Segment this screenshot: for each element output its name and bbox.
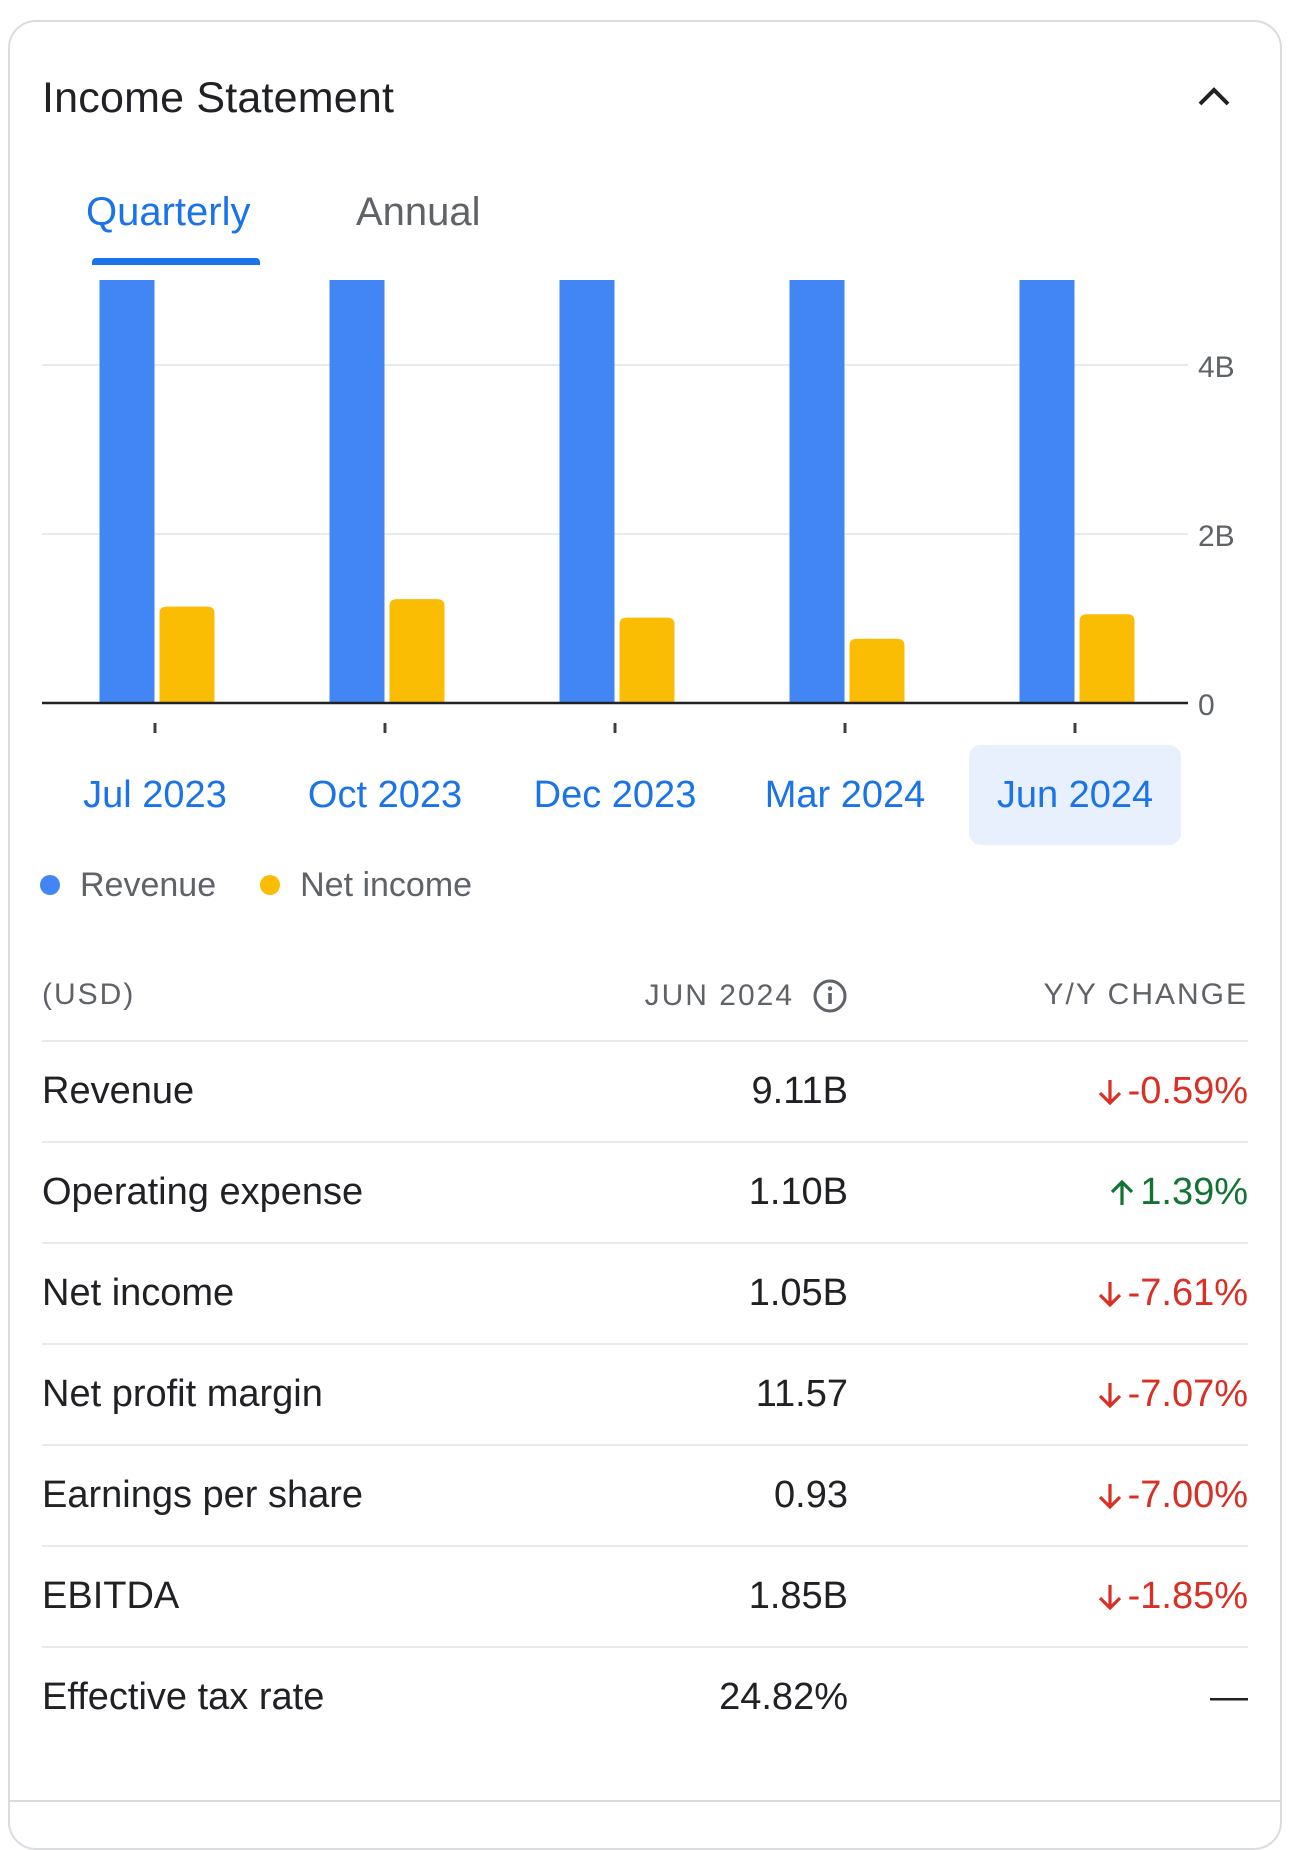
arrow-down-icon: [1096, 1379, 1124, 1411]
arrow-down-icon: [1096, 1480, 1124, 1512]
table-row: Earnings per share 0.93 -7.00%: [42, 1444, 1248, 1545]
y-tick-label: 4B: [1198, 351, 1235, 384]
legend-label: Net income: [300, 865, 473, 904]
metric-value: 9.11B: [751, 1070, 848, 1112]
legend-item-revenue: Revenue: [40, 866, 216, 905]
y-tick-label: 0: [1198, 689, 1215, 722]
metric-label: Earnings per share: [42, 1474, 364, 1516]
net-income-bar: [619, 617, 675, 703]
net-income-dot-icon: [260, 875, 281, 895]
x-category-label[interactable]: Oct 2023: [307, 773, 463, 816]
x-category-label[interactable]: Jul 2023: [83, 773, 227, 816]
yoy-change-value: -7.07%: [1127, 1373, 1248, 1415]
yoy-change-value: -7.61%: [1127, 1272, 1248, 1314]
arrow-down-icon: [1096, 1076, 1124, 1108]
revenue-bar: [329, 280, 385, 703]
metric-value: 1.85B: [748, 1575, 848, 1617]
x-category-label[interactable]: Mar 2024: [764, 773, 926, 816]
info-icon[interactable]: [812, 978, 848, 1014]
net-income-bar: [159, 606, 215, 703]
revenue-bar: [1019, 280, 1075, 703]
arrow-down-icon: [1096, 1278, 1124, 1310]
metric-label: Revenue: [42, 1070, 195, 1112]
chart-legend: Revenue Net income: [40, 862, 516, 908]
metric-value: 24.82%: [719, 1676, 848, 1718]
tab-quarterly[interactable]: Quarterly: [86, 190, 251, 234]
revenue-dot-icon: [40, 875, 60, 895]
yoy-change: —: [1210, 1676, 1248, 1719]
divider: [10, 1800, 1280, 1802]
yoy-change: -1.85%: [1096, 1575, 1248, 1618]
metric-label: EBITDA: [42, 1575, 180, 1617]
legend-label: Revenue: [80, 865, 217, 904]
yoy-change-value: —: [1210, 1676, 1248, 1718]
yoy-change: -0.59%: [1096, 1070, 1248, 1113]
chevron-up-icon: [1196, 84, 1232, 113]
section-title: Income Statement: [42, 74, 395, 122]
metric-label: Net profit margin: [42, 1373, 323, 1415]
metric-value: 1.10B: [748, 1171, 848, 1213]
revenue-bar: [789, 280, 845, 703]
unit-header: (USD): [42, 978, 136, 1011]
arrow-up-icon: [1108, 1177, 1136, 1209]
table-row: Revenue 9.11B -0.59%: [42, 1040, 1248, 1141]
income-bar-chart: 02B4B6B8B: [42, 280, 1235, 733]
net-income-bar: [849, 638, 905, 703]
metric-value: 0.93: [774, 1474, 848, 1516]
collapse-button[interactable]: [1186, 70, 1242, 126]
yoy-change-value: -7.00%: [1127, 1474, 1248, 1516]
yoy-change-value: -1.85%: [1127, 1575, 1248, 1617]
yoy-change: -7.61%: [1096, 1272, 1248, 1315]
revenue-bar: [99, 280, 155, 703]
income-table: Revenue 9.11B -0.59% Operating expense 1.10B…: [42, 1040, 1248, 1747]
table-header: (USD) JUN 2024 Y/Y CHANGE: [42, 970, 1248, 1040]
net-income-bar: [1079, 614, 1135, 703]
metric-label: Operating expense: [42, 1171, 364, 1213]
period-header: JUN 2024: [645, 978, 848, 1014]
metric-value: 11.57: [755, 1373, 848, 1415]
yoy-change-value: -0.59%: [1127, 1070, 1248, 1112]
net-income-bar: [389, 599, 445, 703]
metric-value: 1.05B: [748, 1272, 848, 1314]
legend-item-net-income: Net income: [260, 866, 472, 905]
tab-annual[interactable]: Annual: [356, 190, 481, 234]
x-category-label[interactable]: Dec 2023: [533, 773, 697, 816]
table-row: Effective tax rate 24.82% —: [42, 1646, 1248, 1747]
yoy-change-value: 1.39%: [1140, 1171, 1248, 1213]
arrow-down-icon: [1096, 1581, 1124, 1613]
y-tick-label: 2B: [1198, 520, 1235, 553]
table-row: EBITDA 1.85B -1.85%: [42, 1545, 1248, 1646]
yoy-change: -7.07%: [1096, 1373, 1248, 1416]
period-header-label: JUN 2024: [644, 979, 794, 1012]
table-row: Net profit margin 11.57 -7.07%: [42, 1343, 1248, 1444]
table-row: Operating expense 1.10B 1.39%: [42, 1141, 1248, 1242]
table-row: Net income 1.05B -7.61%: [42, 1242, 1248, 1343]
yoy-change: 1.39%: [1108, 1171, 1248, 1214]
metric-label: Effective tax rate: [42, 1676, 325, 1718]
active-tab-indicator: [92, 258, 260, 265]
metric-label: Net income: [42, 1272, 235, 1314]
yoy-change: -7.00%: [1096, 1474, 1248, 1517]
revenue-bar: [559, 280, 615, 703]
change-header: Y/Y CHANGE: [1043, 978, 1248, 1011]
x-category-label[interactable]: Jun 2024: [969, 745, 1181, 845]
